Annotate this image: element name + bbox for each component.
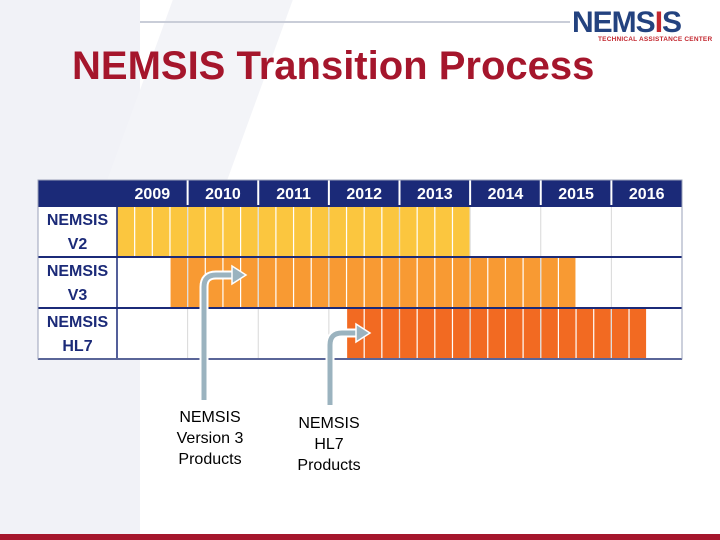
header-rule [140,21,570,23]
header-band [38,180,682,206]
nemsis-logo: NEMSIS TECHNICAL ASSISTANCE CENTER [572,6,713,43]
page-title: NEMSIS Transition Process [72,44,595,88]
annotation-line: NEMSIS [179,409,241,426]
row-label-line1: NEMSIS [47,212,109,229]
annotation-line: HL7 [314,436,344,453]
arrow-hl7 [327,330,358,405]
year-label: 2014 [488,186,524,203]
year-label: 2015 [558,186,594,203]
annotation-line: Products [178,451,242,468]
annotation-line: NEMSIS [298,415,360,432]
annotation-version3: NEMSIS Version 3 Products [160,407,260,470]
year-label: 2013 [417,186,453,203]
row-label-line2: HL7 [62,338,92,355]
chart-border [37,179,683,360]
year-label: 2010 [205,186,241,203]
annotation-hl7: NEMSIS HL7 Products [279,413,379,476]
year-label: 2012 [346,186,382,203]
year-label: 2009 [135,186,171,203]
arrow-version3-head [231,264,248,286]
arrow-version3 [201,272,234,400]
timeline-bar [169,257,577,308]
annotation-line: Products [297,457,361,474]
row-label-line1: NEMSIS [47,314,109,331]
year-label: 2011 [276,186,311,203]
timeline-bar [346,308,647,359]
arrow-hl7-head [355,322,372,344]
year-label: 2016 [629,186,665,203]
row-label-line1: NEMSIS [47,263,109,280]
row-label-line2: V3 [68,287,88,304]
row-label-line2: V2 [68,236,88,253]
footer-rule [0,534,720,540]
annotation-line: Version 3 [176,430,244,447]
